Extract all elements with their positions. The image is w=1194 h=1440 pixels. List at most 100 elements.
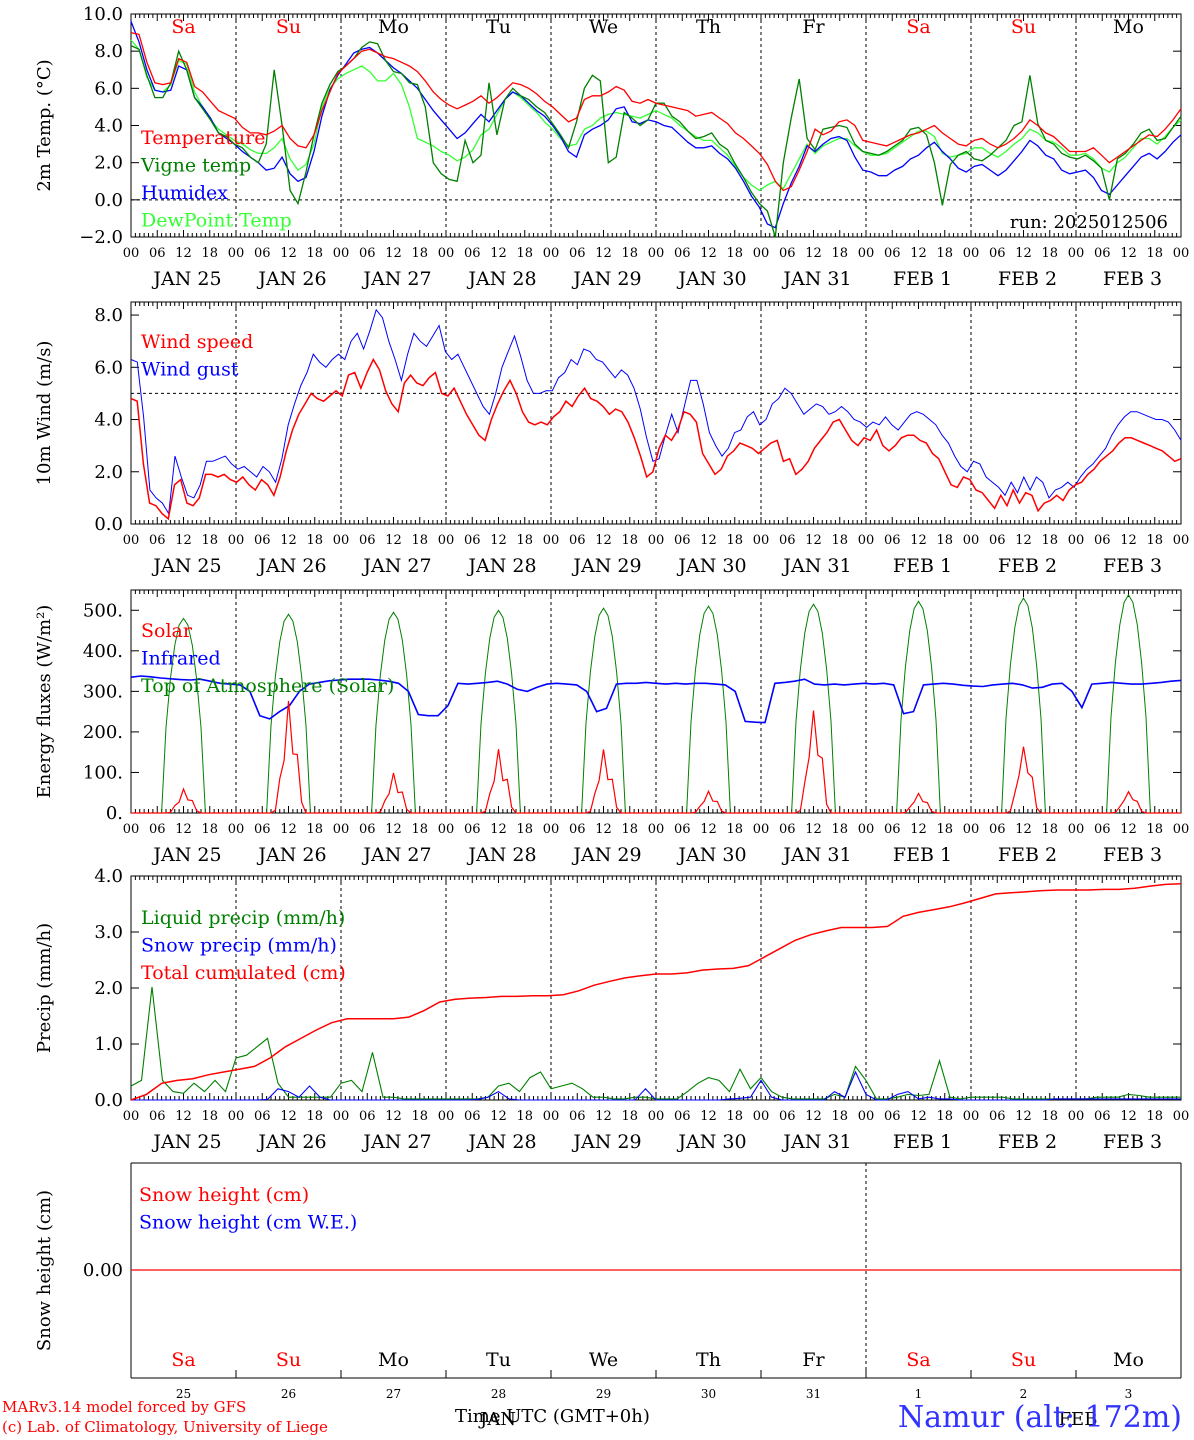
temp-series-line bbox=[130, 31, 1182, 192]
hour-tick-label: 12 bbox=[910, 822, 927, 837]
date-number-label: 26 bbox=[281, 1387, 296, 1401]
date-tick-label: FEB 1 bbox=[893, 1131, 952, 1153]
y-tick-label: 200. bbox=[83, 722, 123, 743]
hour-tick-label: 06 bbox=[359, 533, 376, 548]
hour-tick-label: 00 bbox=[1068, 533, 1085, 548]
hour-tick-label: 18 bbox=[726, 822, 743, 837]
legend-entry: Snow precip (mm/h) bbox=[141, 935, 337, 957]
date-number-label: 30 bbox=[701, 1387, 716, 1401]
hour-tick-label: 18 bbox=[936, 822, 953, 837]
liquid-precip-line bbox=[130, 986, 1181, 1100]
hour-tick-label: 00 bbox=[753, 1109, 770, 1124]
hour-tick-label: 06 bbox=[464, 1109, 481, 1124]
hour-tick-label: 12 bbox=[490, 246, 507, 261]
infrared-line bbox=[130, 675, 1182, 724]
date-tick-label: JAN 26 bbox=[256, 555, 326, 577]
weekday-label: Su bbox=[1011, 16, 1036, 38]
hour-tick-label: 06 bbox=[1094, 533, 1111, 548]
hour-tick-label: 18 bbox=[1146, 822, 1163, 837]
lab-credit: (c) Lab. of Climatology, University of L… bbox=[2, 1418, 328, 1436]
legend-entry: Temperature bbox=[141, 127, 265, 149]
hour-tick-label: 00 bbox=[648, 822, 665, 837]
hour-tick-label: 18 bbox=[516, 822, 533, 837]
date-number-label: 27 bbox=[386, 1387, 401, 1401]
y-tick-label: 0.0 bbox=[94, 514, 123, 535]
hour-tick-label: 00 bbox=[648, 246, 665, 261]
hour-tick-label: 00 bbox=[333, 246, 350, 261]
hour-tick-label: 18 bbox=[411, 533, 428, 548]
hour-tick-label: 18 bbox=[1146, 246, 1163, 261]
date-tick-label: FEB 3 bbox=[1103, 268, 1162, 290]
hour-tick-label: 06 bbox=[989, 1109, 1006, 1124]
hour-tick-label: 12 bbox=[1015, 246, 1032, 261]
date-tick-label: JAN 31 bbox=[781, 268, 851, 290]
weekday-label: Su bbox=[276, 16, 301, 38]
date-number-label: 29 bbox=[596, 1387, 611, 1401]
y-axis-label: 2m Temp. (°C) bbox=[34, 59, 55, 191]
hour-tick-label: 18 bbox=[936, 246, 953, 261]
hour-tick-label: 12 bbox=[805, 246, 822, 261]
weekday-label: Su bbox=[276, 1349, 301, 1371]
weekday-label: Fr bbox=[802, 1349, 825, 1371]
hour-tick-label: 06 bbox=[359, 822, 376, 837]
hour-tick-label: 00 bbox=[858, 246, 875, 261]
hour-tick-label: 12 bbox=[595, 1109, 612, 1124]
date-tick-label: JAN 26 bbox=[256, 268, 326, 290]
hour-tick-label: 00 bbox=[1173, 822, 1190, 837]
hour-tick-label: 12 bbox=[595, 246, 612, 261]
hour-tick-label: 06 bbox=[674, 246, 691, 261]
weekday-label: Su bbox=[1011, 1349, 1036, 1371]
hour-tick-label: 06 bbox=[464, 246, 481, 261]
date-tick-label: JAN 30 bbox=[676, 1131, 746, 1153]
hour-tick-label: 12 bbox=[280, 1109, 297, 1124]
month-label: FEB bbox=[1059, 1409, 1098, 1430]
hour-tick-label: 00 bbox=[438, 246, 455, 261]
hour-tick-label: 06 bbox=[884, 822, 901, 837]
date-tick-label: JAN 26 bbox=[256, 844, 326, 866]
hour-tick-label: 06 bbox=[989, 822, 1006, 837]
hour-tick-label: 18 bbox=[1041, 246, 1058, 261]
hour-tick-label: 12 bbox=[1120, 533, 1137, 548]
y-tick-label: 400. bbox=[83, 641, 123, 662]
y-tick-label: 3.0 bbox=[94, 922, 123, 943]
date-tick-label: JAN 27 bbox=[361, 268, 431, 290]
hour-tick-label: 00 bbox=[963, 246, 980, 261]
hour-tick-label: 06 bbox=[1094, 822, 1111, 837]
y-tick-label: 6.0 bbox=[94, 78, 123, 99]
hour-tick-label: 00 bbox=[438, 822, 455, 837]
hour-tick-label: 00 bbox=[1173, 533, 1190, 548]
hour-tick-label: 18 bbox=[726, 246, 743, 261]
y-axis-label: Precip (mm/h) bbox=[34, 923, 55, 1053]
wind-speed-line bbox=[130, 357, 1182, 521]
weekday-label: Sa bbox=[171, 16, 195, 38]
hour-tick-label: 12 bbox=[700, 533, 717, 548]
date-tick-label: JAN 28 bbox=[466, 1131, 536, 1153]
y-tick-label: 2.0 bbox=[94, 462, 123, 483]
y-axis-label: Energy fluxes (W/m²) bbox=[34, 605, 55, 799]
hour-tick-label: 06 bbox=[884, 533, 901, 548]
hour-tick-label: 00 bbox=[543, 822, 560, 837]
weekday-label: Mo bbox=[1113, 16, 1144, 38]
date-tick-label: FEB 2 bbox=[998, 555, 1057, 577]
hour-tick-label: 06 bbox=[254, 822, 271, 837]
weekday-label: Sa bbox=[906, 1349, 930, 1371]
hour-tick-label: 00 bbox=[333, 533, 350, 548]
hour-tick-label: 06 bbox=[569, 1109, 586, 1124]
hour-tick-label: 00 bbox=[438, 1109, 455, 1124]
date-number-label: 3 bbox=[1125, 1387, 1133, 1401]
date-tick-label: JAN 29 bbox=[571, 1131, 641, 1153]
hour-tick-label: 18 bbox=[831, 246, 848, 261]
date-tick-label: JAN 25 bbox=[151, 555, 221, 577]
date-tick-label: JAN 29 bbox=[571, 844, 641, 866]
hour-tick-label: 12 bbox=[490, 1109, 507, 1124]
y-axis-label: 10m Wind (m/s) bbox=[34, 341, 55, 486]
cumulated-precip-line bbox=[130, 883, 1182, 1101]
hour-tick-label: 18 bbox=[1041, 1109, 1058, 1124]
hour-tick-label: 12 bbox=[1120, 1109, 1137, 1124]
hour-tick-label: 06 bbox=[779, 822, 796, 837]
hour-tick-label: 00 bbox=[648, 1109, 665, 1124]
hour-tick-label: 12 bbox=[280, 822, 297, 837]
hour-tick-label: 12 bbox=[175, 822, 192, 837]
hour-tick-label: 06 bbox=[464, 822, 481, 837]
date-tick-label: JAN 31 bbox=[781, 1131, 851, 1153]
